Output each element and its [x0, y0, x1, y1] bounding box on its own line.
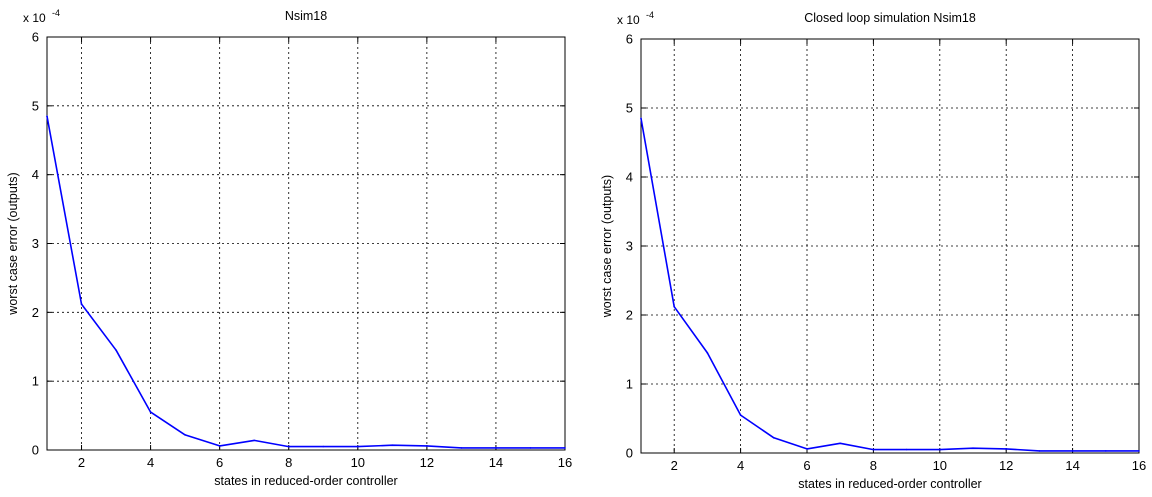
data-point [640, 117, 642, 120]
x-tick-label: 8 [285, 455, 292, 470]
data-point [46, 115, 48, 117]
data-point [1038, 450, 1041, 452]
x-tick-label: 16 [558, 455, 572, 470]
y-exponent-label: x 10 [617, 13, 640, 27]
data-point [357, 445, 359, 448]
data-point [806, 448, 808, 450]
y-exponent-power: -4 [646, 10, 654, 20]
x-tick-label: 12 [420, 455, 434, 470]
data-point [1105, 450, 1107, 452]
x-tick-label: 14 [1065, 458, 1079, 473]
y-tick-label: 5 [626, 101, 633, 116]
y-tick-label: 0 [626, 446, 633, 461]
x-tick-label: 6 [803, 458, 810, 473]
plot-area [640, 38, 1140, 454]
x-tick-label: 2 [78, 455, 85, 470]
data-point [184, 434, 186, 436]
y-exponent-label: x 10 [23, 11, 46, 25]
data-point [426, 445, 428, 447]
data-point [391, 444, 394, 446]
y-axis-label: worst case error (outputs) [600, 175, 614, 318]
y-tick-label: 2 [32, 305, 39, 320]
x-tick-label: 14 [489, 455, 503, 470]
y-axis-label: worst case error (outputs) [6, 172, 20, 315]
data-point [1071, 450, 1074, 452]
x-tick-label: 4 [147, 455, 154, 470]
y-tick-label: 0 [32, 443, 39, 458]
chart-title: Closed loop simulation Nsim18 [804, 11, 976, 25]
grid [47, 37, 565, 450]
data-point [839, 442, 841, 445]
x-tick-label: 6 [216, 455, 223, 470]
data-point [905, 448, 908, 451]
data-point [673, 305, 675, 308]
data-point [972, 447, 974, 449]
data-point [564, 447, 566, 449]
data-point [287, 445, 290, 448]
y-tick-label: 4 [626, 170, 633, 185]
data-point [460, 447, 463, 449]
x-tick-label: 12 [999, 458, 1013, 473]
series-line [46, 116, 565, 449]
x-axis-label: states in reduced-order controller [798, 477, 981, 491]
y-exponent-power: -4 [52, 8, 60, 18]
y-tick-label: 1 [32, 374, 39, 389]
y-tick-label: 6 [626, 32, 633, 47]
data-point [322, 445, 325, 448]
data-point [739, 414, 742, 416]
data-point [218, 445, 221, 447]
data-point [253, 439, 255, 442]
x-axis-label: states in reduced-order controller [214, 474, 397, 488]
series-line [640, 118, 1139, 452]
chart-title: Nsim18 [285, 9, 327, 23]
x-tick-label: 2 [671, 458, 678, 473]
data-point [872, 448, 875, 451]
x-tick-label: 16 [1132, 458, 1146, 473]
y-tick-label: 5 [32, 98, 39, 113]
data-point [529, 447, 532, 449]
data-point [115, 349, 117, 351]
data-point [149, 411, 152, 413]
y-tick-label: 1 [626, 377, 633, 392]
data-point [939, 448, 941, 451]
y-tick-label: 4 [32, 167, 39, 182]
data-point [495, 447, 497, 449]
x-tick-label: 8 [870, 458, 877, 473]
x-tick-label: 10 [351, 455, 365, 470]
data-point [1138, 450, 1140, 452]
y-tick-label: 2 [626, 308, 633, 323]
data-point [1005, 448, 1007, 450]
grid [641, 39, 1139, 453]
y-tick-label: 3 [626, 239, 633, 254]
x-tick-label: 4 [737, 458, 744, 473]
data-point [773, 437, 775, 439]
y-tick-label: 6 [32, 30, 39, 45]
y-tick-label: 3 [32, 236, 39, 251]
x-tick-label: 10 [933, 458, 947, 473]
data-point [80, 303, 83, 305]
data-point [706, 352, 709, 354]
